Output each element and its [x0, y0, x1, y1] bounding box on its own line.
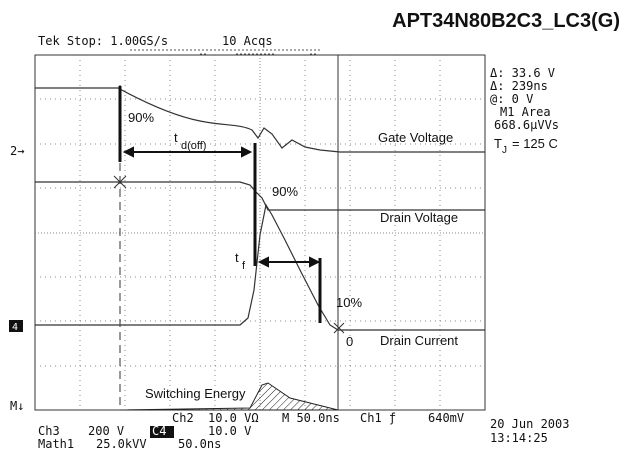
drain-current-label: Drain Current — [380, 333, 458, 348]
readout: Δ: 33.6 V — [490, 66, 555, 80]
readout: 668.6µVVs — [494, 118, 559, 132]
footer-ch4: C4 — [152, 424, 166, 438]
tj-sub: J — [502, 145, 507, 156]
footer-date: 20 Jun 2003 — [490, 417, 569, 431]
gate-voltage-label: Gate Voltage — [378, 130, 453, 145]
tf: t — [235, 250, 239, 265]
ch2-marker: 2→ — [10, 144, 24, 158]
status: Tek Stop: 1.00GS/s — [38, 34, 168, 48]
footer-trigger-level: 640mV — [428, 411, 464, 425]
readout: M1 Area — [500, 105, 551, 119]
td-off: t — [174, 130, 178, 145]
acquisitions: 10 Acqs — [222, 34, 273, 48]
footer-ch3: Ch3 — [38, 424, 60, 438]
title: APT34N80B2C3_LC3(G) — [392, 10, 620, 32]
trigger-bar — [130, 50, 320, 54]
gate-90: 90% — [128, 110, 154, 125]
tj-value: = 125 C — [512, 136, 558, 151]
drain-90: 90% — [272, 184, 298, 199]
footer-ch2-scale: 10.0 VΩ — [208, 411, 259, 425]
td-off-sub: d(off) — [181, 140, 206, 152]
footer-math1: Math1 — [38, 437, 74, 451]
readout: @: 0 V — [490, 92, 533, 106]
current-0: 0 — [346, 334, 353, 349]
footer-time: 13:14:25 — [490, 431, 548, 445]
readout: Δ: 239ns — [490, 79, 548, 93]
current-10: 10% — [336, 295, 362, 310]
footer-ch3-scale: 200 V — [88, 424, 124, 438]
tj-symbol: T — [494, 136, 502, 151]
switching-energy-label: Switching Energy — [145, 386, 246, 401]
scope-screen: APT34N80B2C3_LC3(G) Tek Stop: 1.00GS/s 1… — [0, 0, 634, 458]
tf-sub: f — [242, 260, 246, 272]
footer-math1-time: 50.0ns — [178, 437, 221, 451]
cross-markers — [114, 176, 344, 333]
footer-math1-scale: 25.0kVV — [96, 437, 147, 451]
ch4-marker: 4 — [12, 322, 18, 333]
drain-voltage-label: Drain Voltage — [380, 210, 458, 225]
footer-ch4-scale: 10.0 V — [208, 424, 251, 438]
footer-ch2: Ch2 — [172, 411, 194, 425]
math-marker: M↓ — [10, 399, 24, 413]
footer-timebase: M 50.0ns — [282, 411, 340, 425]
footer-trigger: Ch1 ƒ — [360, 411, 396, 425]
